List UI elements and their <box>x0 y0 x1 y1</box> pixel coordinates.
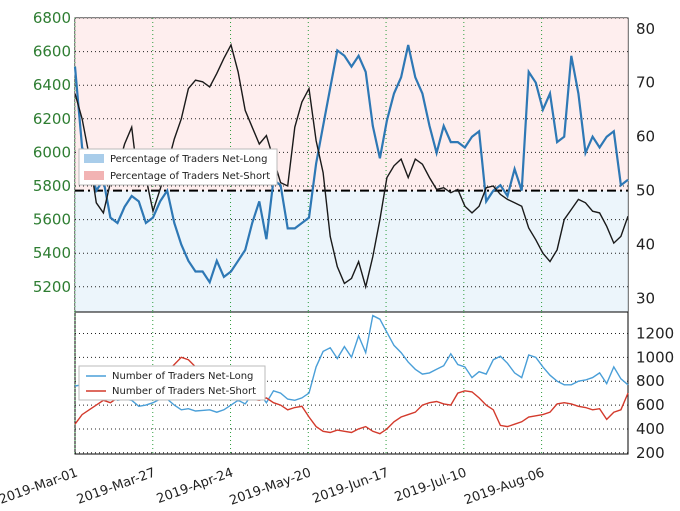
date-tick-label: 2019-Aug-06 <box>462 465 546 508</box>
x-axis-ticks: 2019-Mar-012019-Mar-272019-Apr-242019-Ma… <box>0 465 547 508</box>
price-tick-label: 6600 <box>33 43 71 61</box>
price-tick-label: 5800 <box>33 177 71 195</box>
legend-label-net-short: Percentage of Traders Net-Short <box>110 171 270 182</box>
top-panel: 5200 5400 5600 5800 6000 6200 6400 6600 6800 30 4… <box>33 9 655 313</box>
date-tick-label: 2019-May-20 <box>228 465 314 508</box>
count-tick-label: 1000 <box>636 348 674 366</box>
price-tick-label: 6000 <box>33 143 71 161</box>
count-axis-ticks: 200 400 600 800 1000 1200 <box>636 324 674 461</box>
count-tick-label: 800 <box>636 372 665 390</box>
legend-swatch-net-long <box>84 154 104 163</box>
count-tick-label: 600 <box>636 396 665 414</box>
legend-swatch-net-short <box>84 171 104 180</box>
percentage-net-long-line <box>73 44 629 285</box>
percentage-tick-label: 60 <box>636 128 655 146</box>
date-tick-label: 2019-Mar-01 <box>0 465 80 507</box>
price-tick-label: 6200 <box>33 110 71 128</box>
date-tick-label: 2019-Mar-27 <box>75 465 158 507</box>
date-tick-label: 2019-Jun-17 <box>311 465 391 506</box>
top-grid <box>74 17 628 312</box>
percentage-tick-label: 70 <box>636 74 655 92</box>
price-tick-label: 5200 <box>33 278 71 296</box>
price-tick-label: 6800 <box>33 9 71 27</box>
date-tick-label: 2019-Apr-24 <box>155 465 236 507</box>
bottom-legend-box <box>78 365 266 401</box>
legend-label-count-short: Number of Traders Net-Short <box>112 386 256 397</box>
price-tick-label: 5400 <box>33 244 71 262</box>
count-tick-label: 200 <box>636 444 665 462</box>
price-axis-ticks: 5200 5400 5600 5800 6000 6200 6400 6600 6800 <box>33 9 71 296</box>
price-tick-label: 5600 <box>33 211 71 229</box>
bottom-panel-frame <box>74 311 629 455</box>
bottom-panel: 200 400 600 800 1000 1200 Number of Traders N… <box>74 311 674 462</box>
bottom-legend: Number of Traders Net-Long Number of Tra… <box>78 365 266 401</box>
date-tick-label: 2019-Jul-10 <box>393 465 469 505</box>
legend-label-net-long: Percentage of Traders Net-Long <box>110 154 268 165</box>
count-tick-label: 400 <box>636 420 665 438</box>
percentage-tick-label: 50 <box>636 182 655 200</box>
percentage-tick-label: 80 <box>636 20 655 38</box>
net-long-zone <box>75 190 628 312</box>
percentage-tick-label: 30 <box>636 290 655 308</box>
percentage-tick-label: 40 <box>636 236 655 254</box>
price-tick-label: 6400 <box>33 76 71 94</box>
top-legend-box <box>78 148 278 186</box>
percentage-axis-ticks: 30 40 50 60 70 80 <box>636 20 655 308</box>
count-tick-label: 1200 <box>636 324 674 342</box>
legend-label-count-long: Number of Traders Net-Long <box>112 371 253 382</box>
top-legend: Percentage of Traders Net-Long Percentag… <box>78 148 278 186</box>
